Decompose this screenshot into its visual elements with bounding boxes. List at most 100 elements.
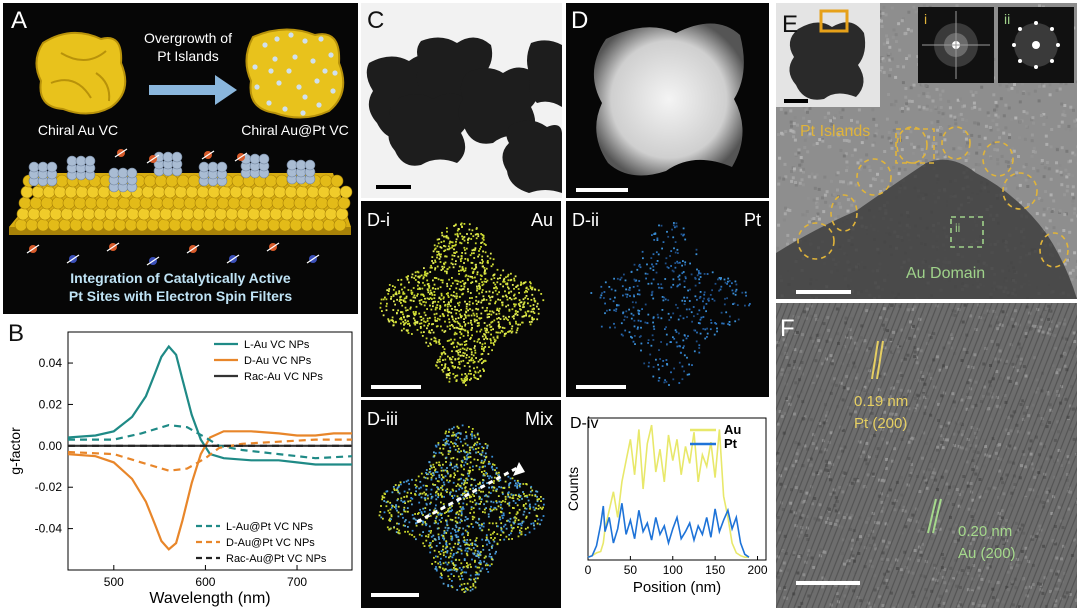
panel-c: C: [361, 3, 562, 198]
overgrowth-line1: Overgrowth of: [144, 30, 232, 46]
panel-d-iv: 0 50 100 150 200 Position (nm) Counts D-iv Au Pt: [566, 400, 772, 608]
plot-frame: [67, 331, 353, 571]
legend-label: L-Au VC NPs: [244, 339, 310, 351]
integration-line2: Pt Sites with Electron Spin Filters: [68, 288, 293, 304]
chiral-au-particle: [35, 32, 127, 115]
chiral-au-pt-particle: [245, 28, 345, 119]
roi-ii-label: ii: [955, 221, 961, 235]
tem-overview-image: [366, 37, 562, 193]
watermark-text: 大数跨境: [28, 592, 93, 609]
y-axis-title: g-factor: [7, 427, 23, 475]
panel-c-label: C: [367, 7, 385, 34]
haadf-image: [593, 23, 744, 176]
au-domain-label: Au Domain: [906, 265, 986, 282]
panel-d-i-label: D-i: [367, 210, 390, 230]
pt-elemental-map: [590, 222, 751, 386]
pt-island-outline: [797, 222, 835, 260]
roi-ii-box: [950, 216, 984, 248]
panel-d-ii: D-ii Pt: [566, 201, 769, 397]
panel-d-iii: D-iii Mix: [361, 400, 561, 608]
pt-island-outline: [1002, 172, 1038, 210]
y-tick-label: 0.00: [39, 439, 63, 453]
y-axis-title: Counts: [566, 467, 581, 511]
fft-pattern-i: [922, 11, 990, 79]
inset-particle: [776, 3, 880, 107]
au-spacing-label: 0.20 nm: [958, 523, 1013, 540]
y-tick-label: -0.02: [35, 480, 63, 494]
panel-d-i-scalebar: [371, 385, 421, 389]
pt-plane-label: Pt (200): [854, 415, 908, 432]
fft-label-i: i: [924, 11, 928, 27]
profile-frame: [587, 417, 767, 561]
panel-c-scalebar: [376, 185, 411, 189]
line-scan-arrowhead: [513, 462, 525, 476]
x-axis-title: Wavelength (nm): [149, 590, 270, 607]
panel-b-label: B: [8, 320, 25, 347]
pt-map-element: Pt: [743, 210, 761, 230]
panel-e-label: E: [782, 11, 799, 38]
panel-f-scalebar: [796, 581, 860, 585]
fft-inset-ii: ii: [998, 7, 1074, 83]
chiral-au-pt-caption: Chiral Au@Pt VC: [241, 122, 349, 138]
x-tick-label: 50: [624, 563, 638, 577]
overgrowth-text: Overgrowth of Pt Islands: [133, 29, 243, 65]
pt-island-outline: [830, 194, 858, 232]
pt-island-outline: [1039, 232, 1069, 268]
y-tick-label: 0.02: [39, 397, 63, 411]
integration-caption: Integration of Catalytically Active Pt S…: [3, 269, 358, 305]
legend-label: Pt: [724, 436, 738, 451]
fft-pattern-ii: [1012, 21, 1060, 69]
x-tick-label: 600: [195, 575, 215, 589]
panel-a-illustration: [9, 28, 353, 266]
pt-island-outline: [941, 126, 971, 160]
panel-d-label: D: [571, 7, 589, 34]
particle-edge: [776, 159, 1077, 299]
g-factor-chart: 0.04 0.02 0.00 -0.02 -0.04 500 600 700 Wavelengt…: [7, 331, 353, 607]
panel-f-label: F: [780, 315, 795, 342]
legend-label: L-Au@Pt VC NPs: [226, 521, 313, 533]
integration-line1: Integration of Catalytically Active: [70, 270, 291, 286]
legend-label: D-Au@Pt VC NPs: [226, 537, 315, 549]
pt-island-outline: [982, 141, 1014, 177]
hrtem-image-f: [776, 303, 1077, 608]
x-tick-label: 100: [663, 563, 683, 577]
legend-label: Rac-Au VC NPs: [244, 371, 323, 383]
pt-fringe-marker: [871, 340, 879, 380]
inset-particle-image: [784, 9, 866, 103]
mix-map-element: Mix: [525, 409, 553, 429]
series-l-au-vc-nps: [67, 344, 352, 466]
fft-inset-i: i: [918, 7, 994, 83]
legend-label: D-Au VC NPs: [244, 355, 312, 367]
x-axis-title: Position (nm): [633, 579, 721, 596]
panel-a: A Overgrowth: [3, 3, 358, 314]
panel-d-i: D-i Au: [361, 201, 561, 397]
panel-b: B 0.04 0.02 0.00 -0.02 -0.04 500 600 700 Wavelen…: [0, 318, 360, 611]
series-d-au@pt-vc-nps: [67, 438, 352, 472]
panel-d-ii-scalebar: [576, 385, 626, 389]
roi-i-label: i: [899, 131, 902, 145]
au-map-element: Au: [530, 210, 553, 230]
panel-e-scalebar: [796, 290, 851, 294]
pt-island-outline: [896, 126, 928, 164]
roi-i-box: [895, 128, 935, 164]
au-fringe-marker: [927, 498, 937, 534]
overgrowth-arrow: [149, 85, 215, 95]
pt-island-outline: [856, 158, 892, 196]
chiral-au-caption: Chiral Au VC: [37, 122, 119, 138]
au-plane-label: Au (200): [958, 545, 1016, 562]
x-tick-label: 150: [705, 563, 725, 577]
panel-a-label: A: [11, 7, 28, 34]
watermark: 大数跨境: [8, 586, 92, 610]
x-tick-label: 200: [748, 563, 768, 577]
panel-d-ii-label: D-ii: [572, 210, 599, 230]
line-scan-arrow: [416, 466, 518, 524]
profile-au: [587, 424, 749, 558]
profile-pt: [587, 503, 750, 558]
legend-label: Rac-Au@Pt VC NPs: [226, 553, 327, 565]
pt-islands-label: Pt Islands: [800, 123, 871, 140]
x-tick-label: 0: [585, 563, 592, 577]
panel-d: D: [566, 3, 769, 198]
y-tick-label: -0.04: [35, 522, 63, 536]
x-tick-label: 500: [104, 575, 124, 589]
